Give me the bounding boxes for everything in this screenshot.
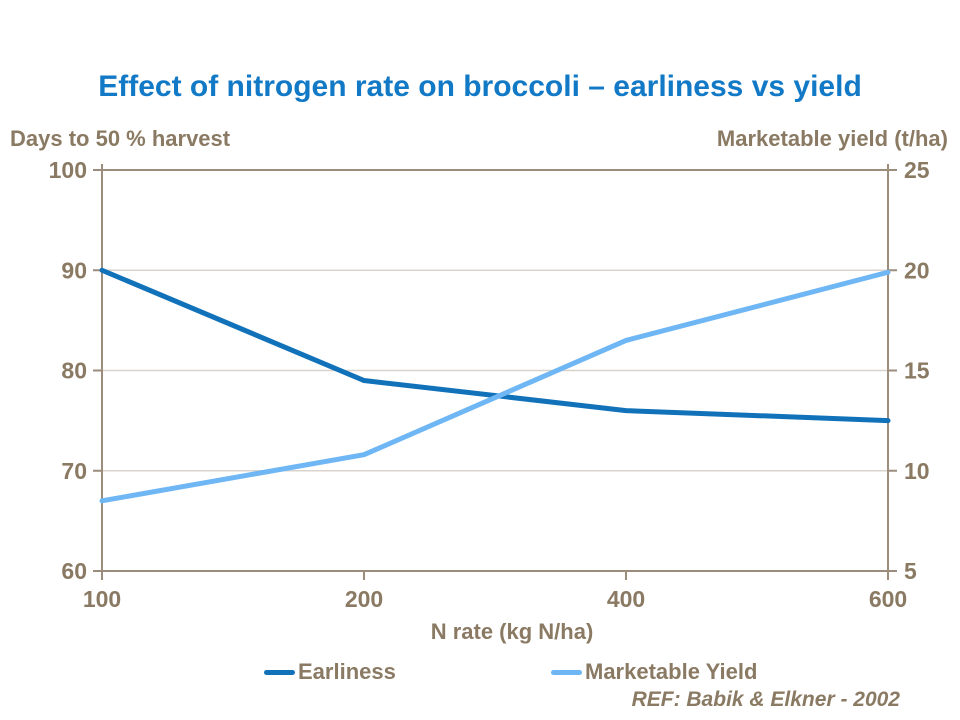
y-axis-left-tick-label: 80 (61, 358, 87, 384)
marketable-yield-line-swatch (551, 669, 582, 675)
y-axis-right-tick-label: 15 (904, 358, 930, 384)
legend-label-marketable-yield: Marketable Yield (585, 659, 758, 684)
y-axis-left-tick-label: 70 (61, 458, 87, 484)
legend-item-marketable-yield: Marketable Yield (551, 659, 757, 685)
x-axis-tick-label: 600 (869, 586, 907, 612)
y-axis-right-tick-label: 10 (904, 458, 930, 484)
earliness-line-swatch (264, 669, 295, 675)
y-axis-left-tick-label: 60 (61, 558, 87, 584)
y-axis-right-tick-label: 20 (904, 257, 930, 283)
x-axis-tick-label: 100 (83, 586, 121, 612)
y-axis-right-tick-label: 25 (904, 157, 930, 183)
legend-item-earliness: Earliness (264, 659, 396, 685)
reference-note: REF: Babik & Elkner - 2002 (631, 688, 900, 711)
y-axis-left-tick-label: 90 (61, 257, 87, 283)
legend-label-earliness: Earliness (298, 659, 396, 684)
y-axis-left-tick-label: 100 (49, 157, 87, 183)
series-line-marketable-yield (99, 269, 891, 504)
x-axis-title: N rate (kg N/ha) (430, 619, 594, 644)
left-axis-title: Days to 50 % harvest (10, 126, 231, 151)
y-axis-right-tick-label: 5 (904, 558, 917, 584)
x-axis-tick-label: 400 (607, 586, 645, 612)
right-axis-title: Marketable yield (t/ha) (716, 126, 948, 151)
chart-title: Effect of nitrogen rate on broccoli – ea… (98, 70, 862, 103)
x-axis-tick-label: 200 (345, 586, 383, 612)
